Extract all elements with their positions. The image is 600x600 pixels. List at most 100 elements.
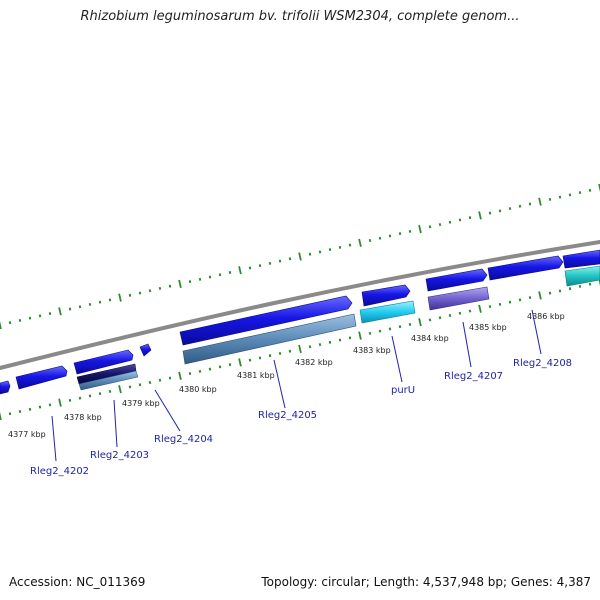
tick-mark: [248, 266, 252, 270]
tick-mark: [88, 302, 92, 306]
tick-mark: [128, 293, 132, 297]
tick-mark: [278, 351, 282, 355]
tick-mark: [168, 284, 172, 288]
gene-arrow[interactable]: [15, 365, 68, 390]
tick-mark: [268, 261, 272, 265]
forward-genes: [0, 249, 600, 395]
tick-mark: [598, 183, 600, 193]
tick-mark: [318, 343, 322, 347]
gene-label-rleg2-4203[interactable]: Rleg2_4203: [90, 450, 149, 461]
tick-mark: [88, 394, 92, 398]
tick-mark: [298, 252, 302, 261]
tick-mark: [108, 389, 112, 393]
tick-mark: [498, 209, 502, 213]
tick-mark: [208, 367, 212, 371]
tick-mark: [138, 291, 142, 295]
tick-mark: [288, 257, 292, 261]
tick-mark: [0, 411, 2, 421]
tick-mark: [588, 282, 592, 286]
gene-arrow[interactable]: [179, 295, 353, 346]
cds-rleg2-4208[interactable]: [564, 265, 600, 287]
gene-label-rleg2-4205[interactable]: Rleg2_4205: [258, 410, 317, 421]
tick-mark: [98, 392, 102, 396]
tick-mark: [218, 273, 222, 277]
tick-mark: [228, 363, 232, 367]
kbp-label: 4382 kbp: [295, 358, 333, 367]
gene-label-rleg2-4207[interactable]: Rleg2_4207: [444, 371, 503, 382]
tick-mark: [78, 305, 82, 309]
gene-arrow[interactable]: [425, 268, 488, 292]
tick-mark: [58, 398, 62, 407]
tick-mark: [8, 412, 12, 416]
kbp-label: 4380 kbp: [179, 385, 217, 394]
gene-label-rleg2-4208[interactable]: Rleg2_4208: [513, 358, 572, 369]
gene-arrow[interactable]: [0, 380, 11, 395]
tick-mark: [68, 398, 72, 402]
gene-arrow[interactable]: [487, 255, 564, 281]
tick-mark: [238, 358, 242, 367]
kbp-labels: 4377 kbp 4378 kbp 4379 kbp 4380 kbp 4381…: [8, 312, 565, 439]
tick-mark: [158, 286, 162, 290]
gene-label-rleg2-4202[interactable]: Rleg2_4202: [30, 466, 89, 477]
tick-mark: [478, 211, 482, 220]
tick-mark: [28, 316, 32, 320]
cds-puru[interactable]: [359, 300, 416, 324]
tick-mark: [468, 309, 472, 313]
kbp-label: 4383 kbp: [353, 346, 391, 355]
genome-backbone: [0, 240, 600, 370]
tick-mark: [228, 270, 232, 275]
cds-rleg2-4205[interactable]: [182, 313, 357, 365]
tick-mark: [428, 225, 432, 229]
tick-mark: [258, 264, 262, 268]
tick-mark: [298, 344, 302, 354]
tick-mark: [328, 340, 332, 344]
tick-mark: [318, 250, 322, 254]
leader-line: [113, 399, 118, 448]
leader-line: [154, 389, 181, 432]
tick-mark: [458, 311, 462, 315]
gene-arrow[interactable]: [562, 249, 600, 269]
tick-mark: [358, 331, 362, 340]
tick-mark: [388, 327, 392, 331]
tick-mark: [38, 314, 42, 318]
tick-mark: [488, 305, 492, 309]
gene-label-puru[interactable]: purU: [391, 385, 415, 396]
tick-mark: [108, 298, 112, 302]
tick-mark: [368, 238, 372, 243]
tick-mark: [58, 307, 62, 316]
tick-mark: [338, 338, 342, 342]
tick-mark: [118, 293, 122, 302]
tick-mark: [438, 316, 442, 320]
leader-line: [531, 309, 542, 355]
tick-mark: [558, 289, 562, 293]
tick-mark: [398, 325, 402, 329]
tick-mark: [388, 234, 392, 238]
gene-arrow[interactable]: [73, 349, 134, 375]
gene-arrow[interactable]: [361, 284, 411, 307]
cds-rleg2-4203-bottom[interactable]: [78, 370, 139, 391]
tick-mark: [158, 378, 162, 382]
tick-mark: [378, 329, 382, 333]
tick-mark: [178, 371, 182, 380]
tick-mark: [378, 236, 382, 240]
tick-mark: [248, 358, 252, 362]
tick-mark: [188, 372, 192, 376]
genome-summary-text: Topology: circular; Length: 4,537,948 bp…: [261, 575, 591, 589]
tick-mark: [308, 252, 312, 256]
tick-mark: [178, 279, 182, 289]
gene-label-rleg2-4204[interactable]: Rleg2_4204: [154, 434, 213, 445]
gene-arrow[interactable]: [139, 343, 152, 357]
tick-mark: [28, 407, 32, 411]
tick-mark: [278, 259, 282, 263]
leader-line: [391, 335, 403, 383]
tick-mark: [368, 331, 372, 335]
tick-mark: [8, 321, 12, 325]
cds-rleg2-4207[interactable]: [427, 286, 490, 311]
tick-mark: [548, 197, 552, 201]
tick-mark: [508, 300, 512, 304]
tick-mark: [48, 312, 52, 316]
tick-mark: [348, 243, 352, 247]
kbp-label: 4384 kbp: [411, 334, 449, 343]
tick-mark: [538, 197, 542, 206]
tick-mark: [138, 383, 142, 387]
